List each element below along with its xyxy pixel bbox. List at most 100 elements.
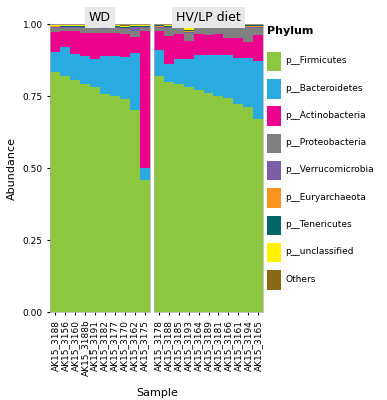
Bar [100, 25, 110, 26]
Bar [174, 58, 184, 84]
Bar [50, 27, 60, 28]
Text: Sample: Sample [136, 388, 178, 398]
Bar [243, 58, 253, 107]
Bar [50, 72, 60, 312]
Bar [100, 29, 110, 33]
Bar [70, 27, 80, 28]
Bar [243, 26, 253, 27]
Bar [184, 31, 194, 32]
Bar [194, 55, 204, 90]
Text: p__Firmicutes: p__Firmicutes [286, 56, 347, 65]
Bar [164, 82, 174, 312]
Text: p__Euryarchaeota: p__Euryarchaeota [286, 193, 366, 202]
Bar [130, 24, 140, 25]
Bar [154, 26, 164, 27]
Bar [80, 27, 90, 28]
Bar [194, 25, 204, 26]
Bar [60, 31, 70, 47]
Bar [110, 28, 120, 33]
Text: p__Bacteroidetes: p__Bacteroidetes [286, 84, 363, 93]
Bar [130, 27, 140, 31]
Bar [184, 87, 194, 312]
Bar [204, 25, 214, 26]
FancyBboxPatch shape [267, 52, 281, 71]
Bar [90, 27, 100, 28]
Bar [120, 27, 130, 28]
Bar [90, 24, 100, 26]
Bar [130, 110, 140, 312]
Bar [140, 26, 150, 27]
Bar [164, 24, 174, 26]
Bar [214, 26, 223, 27]
Bar [100, 33, 110, 56]
Bar [184, 58, 194, 87]
Bar [233, 28, 243, 38]
FancyBboxPatch shape [267, 270, 281, 290]
Bar [110, 33, 120, 56]
FancyBboxPatch shape [267, 243, 281, 262]
Bar [204, 55, 214, 93]
Bar [140, 24, 150, 26]
Bar [223, 38, 233, 55]
Bar [70, 28, 80, 31]
Bar [204, 26, 214, 27]
Bar [60, 26, 70, 27]
Bar [110, 96, 120, 312]
Bar [174, 84, 184, 312]
Bar [60, 27, 70, 28]
Bar [214, 27, 223, 28]
Bar [214, 55, 223, 96]
Bar [223, 24, 233, 25]
Bar [60, 24, 70, 26]
Bar [253, 119, 263, 312]
Bar [233, 27, 243, 28]
Bar [60, 76, 70, 312]
Bar [110, 26, 120, 27]
Text: p__Tenericutes: p__Tenericutes [286, 220, 352, 229]
Bar [80, 33, 90, 56]
Bar [100, 24, 110, 25]
Bar [253, 28, 263, 35]
Bar [130, 26, 140, 27]
Bar [223, 27, 233, 28]
Bar [154, 31, 164, 50]
Bar [204, 28, 214, 35]
Bar [243, 25, 253, 26]
Bar [100, 56, 110, 94]
Bar [233, 25, 243, 26]
Bar [194, 24, 204, 25]
Bar [80, 28, 90, 33]
Bar [70, 80, 80, 312]
Text: p__Proteobacteria: p__Proteobacteria [286, 138, 367, 147]
Bar [253, 35, 263, 61]
Bar [110, 56, 120, 96]
Title: HV/LP diet: HV/LP diet [176, 11, 241, 24]
Bar [194, 27, 204, 28]
Bar [50, 32, 60, 52]
Text: Others: Others [286, 275, 316, 284]
Bar [80, 24, 90, 26]
Bar [164, 28, 174, 36]
Bar [184, 24, 194, 28]
Text: p__unclassified: p__unclassified [286, 247, 354, 256]
Bar [90, 26, 100, 27]
FancyBboxPatch shape [267, 216, 281, 235]
Bar [90, 58, 100, 87]
Bar [50, 52, 60, 72]
Bar [184, 28, 194, 30]
Bar [120, 26, 130, 27]
Bar [174, 24, 184, 26]
Bar [164, 26, 174, 28]
Bar [90, 87, 100, 312]
Bar [243, 42, 253, 58]
Bar [223, 25, 233, 26]
Bar [233, 38, 243, 58]
Bar [130, 31, 140, 37]
Bar [154, 24, 164, 25]
Bar [50, 24, 60, 25]
Bar [154, 27, 164, 28]
Bar [194, 28, 204, 34]
Bar [214, 96, 223, 312]
Bar [204, 24, 214, 25]
Bar [184, 32, 194, 33]
